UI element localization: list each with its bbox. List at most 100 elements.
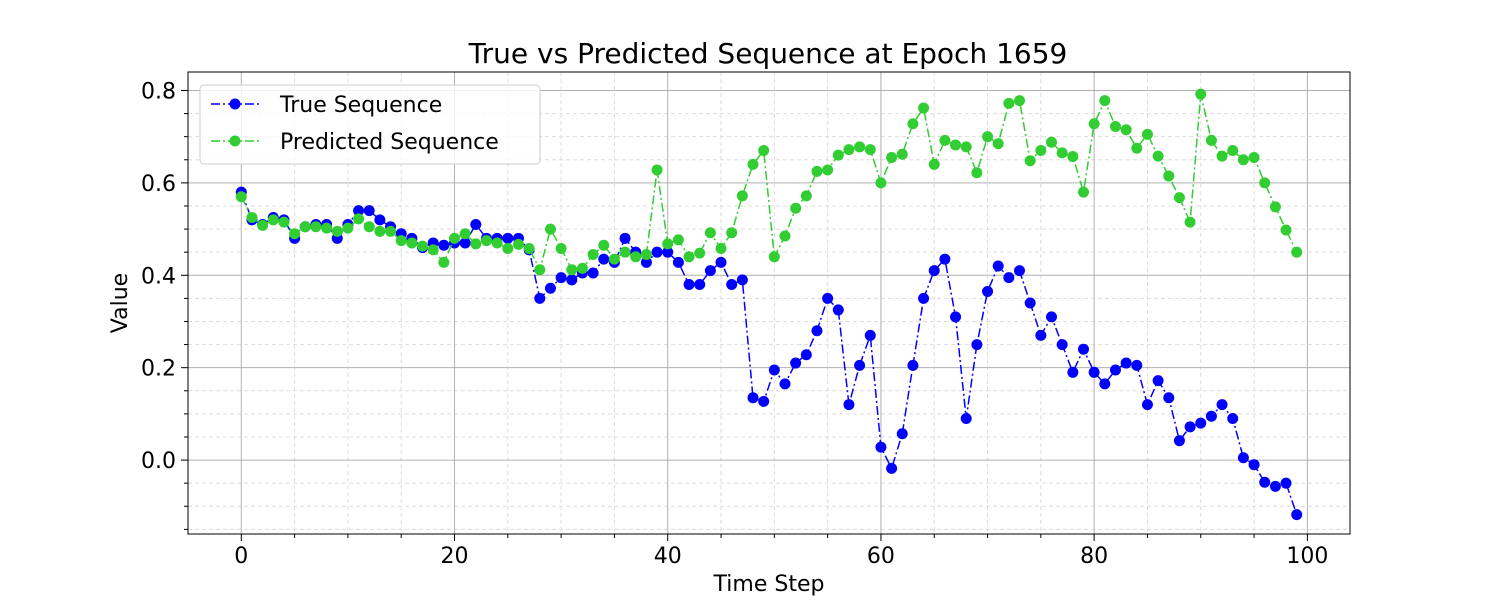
data-point-predicted-sequence xyxy=(822,164,834,176)
data-point-true-sequence xyxy=(640,256,652,268)
data-point-predicted-sequence xyxy=(363,221,375,233)
data-point-true-sequence xyxy=(1014,265,1026,277)
data-point-true-sequence xyxy=(1291,509,1303,521)
data-point-predicted-sequence xyxy=(854,141,866,153)
data-point-true-sequence xyxy=(747,392,759,404)
data-point-predicted-sequence xyxy=(544,223,556,235)
x-tick-label: 60 xyxy=(867,544,895,569)
data-point-predicted-sequence xyxy=(747,158,759,170)
data-point-true-sequence xyxy=(896,428,908,440)
data-point-predicted-sequence xyxy=(598,239,610,251)
data-point-predicted-sequence xyxy=(342,222,354,234)
data-point-predicted-sequence xyxy=(896,148,908,160)
data-point-true-sequence xyxy=(1184,421,1196,433)
data-point-predicted-sequence xyxy=(566,264,578,276)
data-point-true-sequence xyxy=(811,325,823,337)
data-point-predicted-sequence xyxy=(1088,118,1100,130)
data-point-true-sequence xyxy=(971,339,983,351)
data-point-true-sequence xyxy=(982,285,994,297)
data-point-true-sequence xyxy=(459,237,471,249)
data-point-predicted-sequence xyxy=(1131,142,1143,154)
data-point-predicted-sequence xyxy=(992,138,1004,150)
data-point-predicted-sequence xyxy=(1120,124,1132,136)
data-point-predicted-sequence xyxy=(1035,145,1047,157)
data-point-predicted-sequence xyxy=(353,213,365,225)
data-point-true-sequence xyxy=(534,292,546,304)
data-point-true-sequence xyxy=(822,292,834,304)
data-point-true-sequence xyxy=(374,214,386,226)
data-point-predicted-sequence xyxy=(257,219,269,231)
data-point-true-sequence xyxy=(704,265,716,277)
data-point-predicted-sequence xyxy=(875,177,887,189)
data-point-true-sequence xyxy=(1195,417,1207,429)
data-point-true-sequence xyxy=(1237,452,1249,464)
data-point-predicted-sequence xyxy=(502,242,514,254)
data-point-predicted-sequence xyxy=(864,144,876,156)
data-point-predicted-sequence xyxy=(1291,246,1303,258)
x-tick-label: 80 xyxy=(1080,544,1108,569)
x-tick-label: 100 xyxy=(1286,544,1328,569)
data-point-predicted-sequence xyxy=(939,134,951,146)
data-point-true-sequence xyxy=(1141,399,1153,411)
data-point-predicted-sequence xyxy=(715,242,727,254)
data-point-predicted-sequence xyxy=(736,190,748,202)
data-point-true-sequence xyxy=(1205,410,1217,422)
data-point-predicted-sequence xyxy=(1152,150,1164,162)
data-point-true-sequence xyxy=(1077,343,1089,355)
x-tick-label: 20 xyxy=(441,544,469,569)
data-point-true-sequence xyxy=(1024,297,1036,309)
data-point-predicted-sequence xyxy=(395,235,407,247)
data-point-predicted-sequence xyxy=(310,221,322,233)
data-point-predicted-sequence xyxy=(406,237,418,249)
data-point-predicted-sequence xyxy=(449,232,461,244)
data-point-predicted-sequence xyxy=(576,262,588,274)
legend-marker-true xyxy=(229,98,241,110)
data-point-true-sequence xyxy=(1120,357,1132,369)
data-point-predicted-sequence xyxy=(246,212,258,224)
data-point-true-sequence xyxy=(598,253,610,265)
major-grid xyxy=(188,72,1350,534)
data-point-predicted-sequence xyxy=(267,214,279,226)
data-point-true-sequence xyxy=(790,357,802,369)
data-point-predicted-sequence xyxy=(1014,95,1026,107)
data-point-true-sequence xyxy=(1248,459,1260,471)
data-point-true-sequence xyxy=(353,205,365,217)
data-point-predicted-sequence xyxy=(694,247,706,259)
data-point-true-sequence xyxy=(502,232,514,244)
data-point-true-sequence xyxy=(1216,399,1228,411)
data-point-predicted-sequence xyxy=(278,216,290,228)
data-point-predicted-sequence xyxy=(1141,128,1153,140)
data-point-predicted-sequence xyxy=(800,190,812,202)
data-point-true-sequence xyxy=(544,282,556,294)
data-point-true-sequence xyxy=(1131,359,1143,371)
data-point-predicted-sequence xyxy=(1163,170,1175,182)
data-point-true-sequence xyxy=(886,462,898,474)
data-point-predicted-sequence xyxy=(619,246,631,258)
data-point-true-sequence xyxy=(800,349,812,361)
data-point-predicted-sequence xyxy=(512,238,524,250)
data-point-true-sequence xyxy=(1163,392,1175,404)
data-point-true-sequence xyxy=(1056,339,1068,351)
x-tick-label: 0 xyxy=(234,544,248,569)
data-point-true-sequence xyxy=(662,246,674,258)
data-point-true-sequence xyxy=(918,292,930,304)
data-point-predicted-sequence xyxy=(299,221,311,233)
data-point-true-sequence xyxy=(832,304,844,316)
legend-box xyxy=(199,84,541,165)
data-point-true-sequence xyxy=(1227,413,1239,424)
data-point-predicted-sequence xyxy=(928,158,940,170)
data-point-predicted-sequence xyxy=(651,164,663,176)
data-point-predicted-sequence xyxy=(811,165,823,177)
data-point-true-sequence xyxy=(992,260,1004,272)
data-point-true-sequence xyxy=(1109,364,1121,376)
data-point-predicted-sequence xyxy=(608,253,620,265)
data-point-predicted-sequence xyxy=(832,149,844,161)
data-point-predicted-sequence xyxy=(1248,151,1260,163)
data-point-predicted-sequence xyxy=(950,139,962,151)
data-point-predicted-sequence xyxy=(1227,145,1239,157)
data-point-predicted-sequence xyxy=(960,141,972,153)
x-tick-label: 40 xyxy=(654,544,682,569)
data-point-true-sequence xyxy=(619,232,631,244)
data-point-predicted-sequence xyxy=(427,244,439,256)
